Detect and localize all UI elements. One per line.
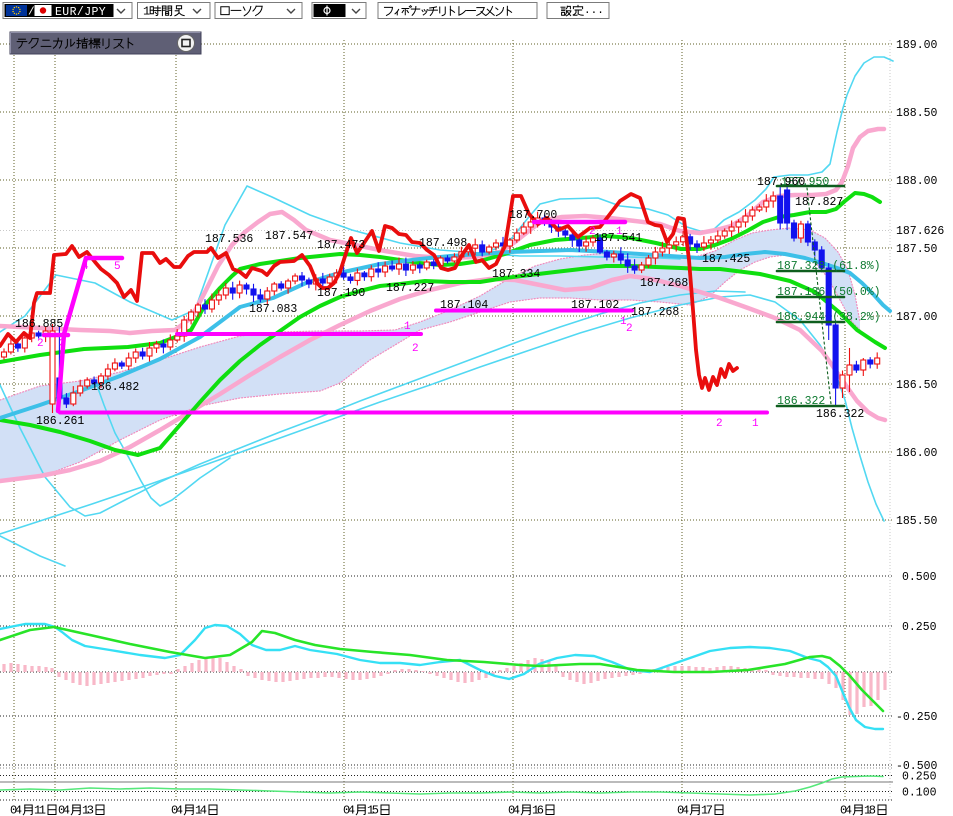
svg-text:0.500: 0.500 [902,571,937,584]
svg-text:04: 04 [58,803,70,816]
svg-text:185.50: 185.50 [896,515,938,528]
svg-text:187.547: 187.547 [265,230,313,243]
svg-text:-0.500: -0.500 [896,760,938,773]
svg-text:186.482: 186.482 [91,381,139,394]
svg-text:187.827: 187.827 [795,196,843,209]
svg-text:187.334: 187.334 [492,268,540,281]
svg-text:-0.250: -0.250 [896,711,938,724]
svg-text:186.322: 186.322 [777,395,825,408]
svg-text:04: 04 [508,803,520,816]
svg-text:1: 1 [620,316,627,328]
svg-text:187.083: 187.083 [249,303,297,316]
svg-text:187.00: 187.00 [896,311,938,324]
svg-text:186.261: 186.261 [36,415,84,428]
svg-text:187.136 (50.0%): 187.136 (50.0%) [777,286,881,299]
svg-text:187.536: 187.536 [205,233,253,246]
svg-text:14: 14 [195,803,207,816]
svg-text:187.626: 187.626 [896,225,944,238]
svg-text:04: 04 [677,803,689,816]
svg-text:1: 1 [404,321,411,333]
svg-text:04: 04 [840,803,852,816]
svg-text:187.498: 187.498 [419,237,467,250]
svg-text:0.250: 0.250 [902,771,937,784]
svg-text:1: 1 [143,4,150,18]
svg-text:187.190: 187.190 [317,287,365,300]
svg-text:04: 04 [171,803,183,816]
svg-text:187.328 (61.8%): 187.328 (61.8%) [777,260,881,273]
svg-text:/: / [28,7,35,19]
svg-text:188.50: 188.50 [896,107,938,120]
svg-text:18: 18 [864,803,876,816]
svg-text:187.268: 187.268 [640,277,688,290]
svg-text:3: 3 [59,338,66,350]
svg-text:189.00: 189.00 [896,39,938,52]
svg-text:186.322: 186.322 [816,408,864,421]
svg-text:04: 04 [10,803,22,816]
svg-text:187.268: 187.268 [631,306,679,319]
svg-text:187.541: 187.541 [594,232,642,245]
svg-text:188.00: 188.00 [896,175,938,188]
svg-text:186.50: 186.50 [896,379,938,392]
svg-text:04: 04 [343,803,355,816]
svg-text:187.960: 187.960 [757,176,805,189]
svg-text:15: 15 [367,803,379,816]
svg-text:187.104: 187.104 [440,299,488,312]
svg-text:186.944 (38.2%): 186.944 (38.2%) [777,311,881,324]
svg-text:187.700: 187.700 [509,209,557,222]
svg-text:5: 5 [114,261,121,273]
svg-text:11: 11 [34,803,46,816]
svg-text:2: 2 [716,418,723,430]
svg-text:187.425: 187.425 [702,253,750,266]
svg-text:187.50: 187.50 [896,243,938,256]
svg-text:2: 2 [626,323,633,335]
svg-text:2: 2 [37,338,44,350]
svg-text:186.00: 186.00 [896,447,938,460]
svg-text:4: 4 [82,261,89,273]
svg-text:0.250: 0.250 [902,621,937,634]
svg-text:187.473: 187.473 [317,239,365,252]
svg-text:17: 17 [701,803,713,816]
svg-text:1: 1 [752,418,759,430]
svg-text:2: 2 [589,226,596,238]
svg-text:187.227: 187.227 [386,282,434,295]
svg-text:13: 13 [82,803,94,816]
svg-text:...: ... [584,5,604,17]
svg-text:EUR/JPY: EUR/JPY [55,6,106,19]
svg-text:1: 1 [616,226,623,238]
svg-text:187.102: 187.102 [571,299,619,312]
svg-text:0.100: 0.100 [902,787,937,800]
svg-text:16: 16 [532,803,544,816]
svg-text:2: 2 [412,343,419,355]
svg-text:186.885: 186.885 [15,318,63,331]
svg-text:187.950: 187.950 [781,176,829,189]
